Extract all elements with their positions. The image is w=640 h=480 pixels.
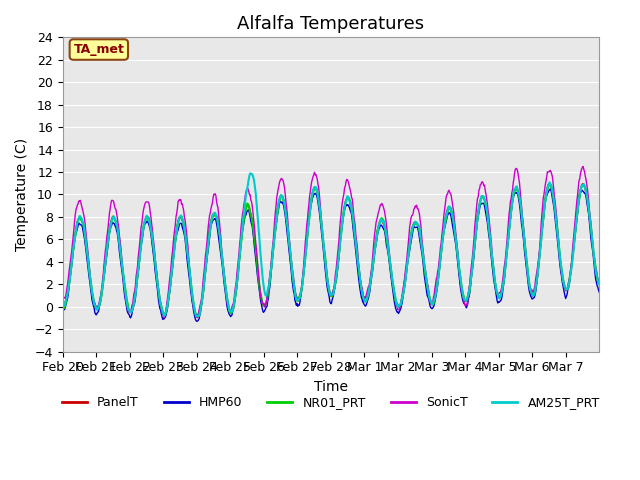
- SonicT: [221, 279, 229, 285]
- SonicT: [160, 315, 168, 321]
- AM25T_PRT: [595, 281, 603, 287]
- Line: SonicT: SonicT: [63, 167, 599, 318]
- SonicT: [122, 296, 129, 301]
- PanelT: [221, 283, 229, 289]
- NR01_PRT: [59, 304, 67, 310]
- HMP60: [417, 244, 425, 250]
- AM25T_PRT: [418, 241, 426, 247]
- PanelT: [248, 216, 255, 221]
- PanelT: [595, 280, 603, 286]
- HMP60: [248, 221, 255, 227]
- SonicT: [387, 264, 395, 270]
- NR01_PRT: [221, 278, 229, 284]
- Title: Alfalfa Temperatures: Alfalfa Temperatures: [237, 15, 424, 33]
- PanelT: [193, 314, 201, 320]
- NR01_PRT: [194, 312, 202, 318]
- HMP60: [193, 318, 201, 324]
- X-axis label: Time: Time: [314, 380, 348, 394]
- AM25T_PRT: [122, 291, 129, 297]
- Legend: PanelT, HMP60, NR01_PRT, SonicT, AM25T_PRT: PanelT, HMP60, NR01_PRT, SonicT, AM25T_P…: [57, 391, 605, 414]
- PanelT: [417, 239, 425, 244]
- SonicT: [268, 251, 276, 257]
- HMP60: [547, 186, 554, 192]
- Line: HMP60: HMP60: [63, 189, 599, 321]
- PanelT: [545, 180, 553, 186]
- SonicT: [248, 199, 255, 204]
- PanelT: [268, 256, 276, 262]
- Text: TA_met: TA_met: [74, 43, 124, 56]
- Y-axis label: Temperature (C): Temperature (C): [15, 138, 29, 251]
- NR01_PRT: [387, 266, 395, 272]
- Line: PanelT: PanelT: [63, 183, 599, 317]
- HMP60: [595, 289, 603, 295]
- NR01_PRT: [268, 261, 276, 266]
- PanelT: [122, 292, 129, 298]
- HMP60: [122, 298, 129, 304]
- HMP60: [268, 263, 276, 268]
- SonicT: [59, 291, 67, 297]
- HMP60: [221, 287, 229, 292]
- AM25T_PRT: [59, 303, 67, 309]
- AM25T_PRT: [221, 280, 229, 286]
- Line: NR01_PRT: NR01_PRT: [63, 184, 599, 315]
- NR01_PRT: [546, 181, 554, 187]
- SonicT: [417, 222, 425, 228]
- NR01_PRT: [122, 288, 129, 294]
- HMP60: [59, 309, 67, 315]
- AM25T_PRT: [388, 269, 396, 275]
- NR01_PRT: [248, 215, 255, 221]
- SonicT: [595, 278, 603, 284]
- AM25T_PRT: [248, 171, 256, 177]
- HMP60: [387, 272, 395, 278]
- AM25T_PRT: [269, 253, 276, 259]
- AM25T_PRT: [246, 170, 254, 176]
- NR01_PRT: [595, 281, 603, 287]
- NR01_PRT: [417, 236, 425, 242]
- AM25T_PRT: [193, 313, 201, 319]
- PanelT: [59, 303, 67, 309]
- PanelT: [387, 268, 395, 274]
- Line: AM25T_PRT: AM25T_PRT: [63, 173, 599, 316]
- SonicT: [579, 164, 587, 169]
